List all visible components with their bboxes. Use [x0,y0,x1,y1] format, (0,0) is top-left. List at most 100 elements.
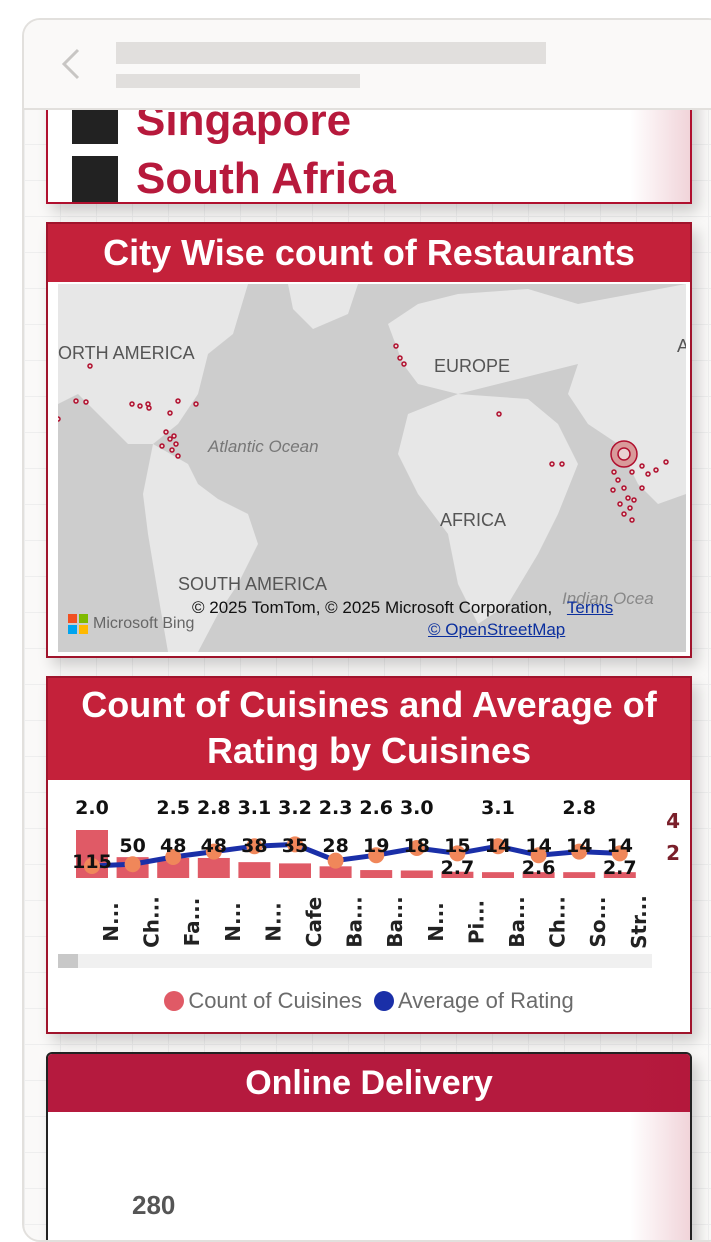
legend-label: South Africa [136,154,396,203]
rating-data-label: 2.7 [441,857,475,879]
map-label-africa: AFRICA [440,510,506,530]
cuisines-title-line1: Count of Cuisines and Average of [81,684,657,725]
bar-data-label: 19 [363,835,389,857]
map-label-atlantic: Atlantic Ocean [207,437,319,456]
bar-count [400,870,433,878]
delivery-card-title: Online Delivery [48,1054,690,1112]
bar-count [319,866,352,878]
right-axis-tick: 2 [666,841,680,865]
map-label-north-america: ORTH AMERICA [58,343,195,363]
bing-logo: Microsoft Bing [68,614,194,634]
bar-count [360,870,393,878]
rating-data-label: 3.1 [238,797,272,819]
legend-dot-count-icon [164,991,185,1011]
bar-data-label: 14 [566,835,592,857]
map-card-title: City Wise count of Restaurants [48,224,690,282]
category-tick-label: N... [221,902,245,942]
legend-swatch [72,156,118,202]
terms-link[interactable]: Terms [566,598,614,617]
rating-data-label: 2.3 [319,797,353,819]
rating-marker [246,838,263,855]
map-label-indian-ocean: Indian Ocea [562,589,654,608]
map-label-south-america: SOUTH AMERICA [178,574,327,594]
bar-data-label: 48 [160,835,186,857]
rating-data-label: 2.8 [562,797,596,819]
bar-count [157,857,190,878]
world-map: ORTH AMERICA EUROPE Atlantic Ocean AFRIC… [58,284,686,652]
rating-data-label: 2.5 [156,797,190,819]
legend-item-south-africa[interactable]: South Africa [72,154,396,203]
cuisines-title-line2: Rating by Cuisines [206,730,532,771]
chart-scrollbar[interactable] [58,954,652,968]
osm-link-text[interactable]: © OpenStreetMap [428,620,566,639]
bar-count [441,871,474,878]
bar-data-label: 35 [282,835,308,857]
category-tick-label: Ch... [546,896,570,948]
right-axis-tick: 4 [666,809,680,833]
combo-chart[interactable]: 115 2.0 N... 50 Ch... 48 2.5 Fa... 48 2.8 N... 38 3.… [48,780,690,980]
bar-count [197,857,230,878]
map-label-asia: A [677,336,686,356]
category-tick-label: Fa... [180,898,204,947]
map-card-title-text: City Wise count of Restaurants [103,232,635,273]
rating-data-label: 3.2 [278,797,312,819]
bar-data-label: 14 [525,835,551,857]
delivery-title-text: Online Delivery [245,1064,493,1102]
rating-data-label: 2.0 [75,797,109,819]
rating-marker [611,845,628,862]
legend-count-label: Count of Cuisines [188,988,362,1013]
rating-marker [490,838,506,855]
cuisines-chart-card: Count of Cuisines and Average of Rating … [46,676,692,1034]
map-viewport[interactable]: ORTH AMERICA EUROPE Atlantic Ocean AFRIC… [58,284,686,652]
category-tick-label: Ba... [505,896,529,948]
osm-link[interactable]: © OpenStreetMap [428,620,565,640]
category-tick-label: Pi... [464,900,488,944]
page-header [24,20,711,110]
category-tick-label: Ba... [343,896,367,948]
chart-legend: Count of Cuisines Average of Rating [48,988,690,1014]
rating-marker [449,845,466,862]
category-tick-label: Cafe [302,897,326,947]
back-arrow-icon[interactable] [54,46,90,82]
rating-marker [327,852,344,869]
bar-data-label: 38 [241,835,267,857]
report-canvas: Singapore South Africa City Wise count o… [24,68,711,1240]
microsoft-logo-icon [68,614,88,634]
rating-marker [124,856,141,873]
rating-marker [530,847,547,864]
delivery-value-label: 280 [132,1190,176,1220]
app-frame: Singapore South Africa City Wise count o… [22,18,711,1242]
category-tick-label: N... [261,902,285,942]
rating-data-label: 3.1 [481,797,515,819]
bar-data-label: 15 [444,835,470,857]
cuisines-card-title: Count of Cuisines and Average of Rating … [48,678,690,780]
rating-marker [84,858,100,874]
category-tick-label: N... [424,902,448,942]
map-label-europe: EUROPE [434,356,510,376]
rating-marker [205,843,222,860]
bar-count [563,872,596,878]
legend-dot-rating-icon [373,991,394,1011]
category-tick-label: N... [99,902,123,942]
bar-data-label: 28 [322,835,348,857]
rating-data-label: 2.6 [522,857,556,879]
bar-count [482,872,514,878]
rating-marker [408,840,425,856]
bar-data-label: 115 [72,851,112,873]
bing-logo-text: Microsoft Bing [93,615,195,632]
chart-scrollbar-thumb[interactable] [58,954,78,968]
map-attribution: © 2025 TomTom, © 2025 Microsoft Corporat… [192,598,613,618]
subtitle-skeleton [116,74,360,88]
bar-count [603,872,636,878]
rating-data-label: 3.0 [400,797,434,819]
city-map-card: City Wise count of Restaurants [46,222,692,658]
rating-data-label: 2.8 [197,797,231,819]
attribution-text: © 2025 TomTom, © 2025 Microsoft Corporat… [192,598,553,617]
rating-marker [165,849,182,865]
category-tick-label: Str... [627,895,651,949]
bar-data-label: 48 [201,835,227,857]
bar-data-label: 14 [607,835,633,857]
bar-count [522,872,555,878]
category-tick-label: So... [586,897,610,948]
bar-data-label: 14 [485,835,511,857]
